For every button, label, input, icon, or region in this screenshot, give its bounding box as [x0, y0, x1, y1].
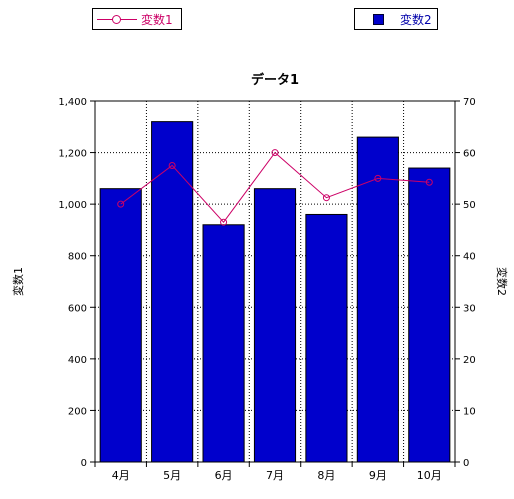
line-point: [271, 149, 279, 157]
y2-tick-label: 0: [463, 458, 469, 469]
legend-series2: 変数2: [354, 8, 438, 30]
line-point: [322, 194, 330, 202]
bar: [305, 213, 348, 463]
chart-title: データ1: [251, 72, 299, 88]
bar: [408, 167, 451, 463]
y-axis-label: 変数1: [11, 267, 25, 296]
y2-tick-label: 60: [463, 149, 476, 160]
legend-bar-swatch-icon: [373, 13, 384, 25]
y2-tick-label: 10: [463, 406, 476, 417]
plot-frame: [94, 100, 456, 463]
line-point: [117, 200, 125, 208]
series-line: [120, 151, 430, 223]
y2-axis-label: 変数2: [495, 267, 509, 296]
y-tick-label: 1,200: [58, 149, 87, 160]
y-tick-label: 800: [68, 252, 87, 263]
y2-tick-label: 50: [463, 200, 476, 211]
y2-tick-label: 70: [463, 97, 476, 108]
legend-line-marker-icon: [97, 13, 137, 25]
y2-tick-label: 20: [463, 355, 476, 366]
legend-series1: 変数1: [92, 8, 182, 30]
bar: [99, 188, 142, 463]
bar: [253, 188, 297, 463]
x-tick-label: 6月: [215, 469, 233, 482]
x-tick-label: 8月: [317, 469, 335, 482]
y2-tick-label: 30: [463, 303, 476, 314]
y-tick-label: 1,400: [58, 97, 87, 108]
line-point: [425, 178, 433, 186]
bar: [151, 121, 194, 463]
legend-series1-label: 変数1: [141, 12, 173, 27]
y-tick-label: 600: [68, 303, 87, 314]
legend-series2-label: 変数2: [400, 12, 432, 27]
x-tick-label: 9月: [369, 469, 387, 482]
y-tick-label: 200: [68, 406, 87, 417]
x-tick-label: 10月: [417, 469, 442, 482]
bar: [202, 224, 245, 463]
line-point: [168, 161, 176, 169]
line-point: [220, 218, 228, 226]
y-tick-label: 1,000: [58, 200, 87, 211]
x-tick-label: 4月: [112, 469, 130, 482]
y-tick-label: 0: [81, 458, 87, 469]
bar: [356, 136, 399, 463]
y-tick-label: 400: [68, 355, 87, 366]
x-tick-label: 7月: [266, 469, 284, 482]
y2-tick-label: 40: [463, 252, 476, 263]
line-point: [374, 174, 382, 182]
x-tick-label: 5月: [163, 469, 181, 482]
